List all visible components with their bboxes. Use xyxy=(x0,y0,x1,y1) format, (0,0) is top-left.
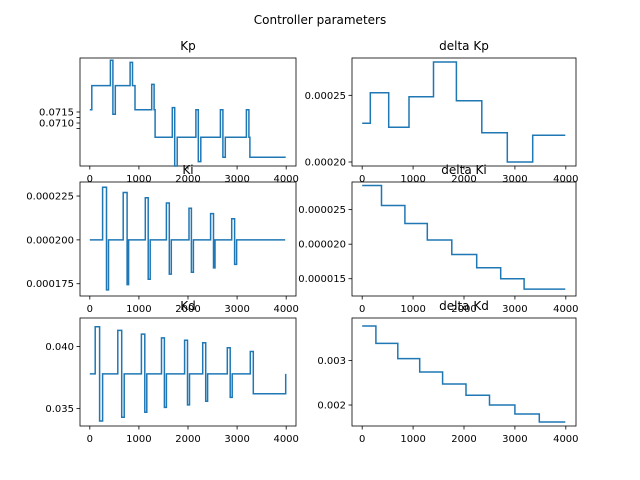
x-tick-label: 3000 xyxy=(502,174,527,185)
x-tick-label: 4000 xyxy=(273,434,298,445)
y-tick-label: 0.000025 xyxy=(298,205,346,216)
x-tick-label: 1000 xyxy=(400,174,425,185)
subplot-title-delta-kd: delta Kd xyxy=(439,299,489,313)
subplot-delta-ki: delta Ki 0 1000 2000 3000 4000 0.000015 0.00002… xyxy=(298,163,578,315)
x-tick-label: 1000 xyxy=(400,434,425,445)
subplot-delta-kd: delta Kd 0 1000 2000 3000 4000 0.002 0.003 xyxy=(317,299,578,445)
series-line-kd xyxy=(89,325,287,422)
x-tick-label: 4000 xyxy=(273,174,298,185)
y-tick-label: 0.003 xyxy=(317,356,346,367)
x-tick-label: 3000 xyxy=(502,434,527,445)
subplot-title-delta-ki: delta Ki xyxy=(441,163,486,177)
figure-title: Controller parameters xyxy=(254,13,386,27)
series-line-delta-ki xyxy=(362,184,566,290)
subplot-title-kp: Kp xyxy=(180,39,196,53)
series-line-delta-kd xyxy=(362,325,566,423)
y-tick-label: 0.035 xyxy=(45,404,74,415)
x-tick-label: 3000 xyxy=(224,174,249,185)
x-tick-label: 0 xyxy=(359,304,365,315)
axes-frame xyxy=(351,57,577,167)
x-tick-label: 0 xyxy=(87,304,93,315)
y-tick-label: 0.000175 xyxy=(26,279,74,290)
x-tick-label: 2000 xyxy=(175,434,200,445)
x-tick-label: 2000 xyxy=(451,304,476,315)
subplot-title-ki: Ki xyxy=(182,163,193,177)
subplot-title-delta-kp: delta Kp xyxy=(439,39,489,53)
x-tick-label: 0 xyxy=(359,434,365,445)
x-tick-label: 2000 xyxy=(451,174,476,185)
x-tick-label: 4000 xyxy=(553,304,578,315)
axes-frame xyxy=(79,181,297,297)
x-tick-label: 1000 xyxy=(126,434,151,445)
subplot-delta-kp: delta Kp 0 1000 2000 3000 4000 0.00020 0.00025 xyxy=(305,39,579,185)
x-tick-label: 1000 xyxy=(126,174,151,185)
x-tick-label: 4000 xyxy=(273,304,298,315)
y-tick-label: 0.000200 xyxy=(26,235,74,246)
axes-frame xyxy=(351,317,577,427)
x-tick-label: 1000 xyxy=(400,304,425,315)
x-tick-label: 3000 xyxy=(224,434,249,445)
x-tick-label: 0 xyxy=(87,174,93,185)
x-tick-label: 0 xyxy=(359,174,365,185)
x-tick-label: 1000 xyxy=(126,304,151,315)
y-tick-label: 0.040 xyxy=(45,342,74,353)
x-tick-label: 3000 xyxy=(502,304,527,315)
series-line-ki xyxy=(89,186,286,291)
y-tick-label: 0.002 xyxy=(317,401,346,412)
subplot-title-kd: Kd xyxy=(180,299,196,313)
x-tick-label: 0 xyxy=(87,434,93,445)
y-tick-label: 0.000020 xyxy=(298,240,346,251)
x-tick-label: 4000 xyxy=(553,174,578,185)
x-tick-label: 2000 xyxy=(175,304,200,315)
axes-frame xyxy=(351,181,577,297)
y-tick-label: 0.000225 xyxy=(26,192,74,203)
y-tick-label: 0.0715 xyxy=(39,108,74,119)
subplot-ki: Ki 0 1000 2000 3000 4000 0.000175 0.000200 0.000… xyxy=(26,163,299,315)
x-tick-label: 2000 xyxy=(175,174,200,185)
series-line-delta-kp xyxy=(362,61,566,163)
subplot-kd: Kd 0 1000 2000 3000 4000 0.035 0.040 xyxy=(45,299,299,445)
x-tick-label: 2000 xyxy=(451,434,476,445)
y-tick-label: 0.00020 xyxy=(305,158,346,169)
y-tick-label: 0.0710 xyxy=(39,119,74,130)
y-tick-label: 0.00025 xyxy=(305,91,346,102)
x-tick-label: 4000 xyxy=(553,434,578,445)
series-line-kp xyxy=(89,59,286,167)
x-tick-label: 3000 xyxy=(224,304,249,315)
y-tick-label: 0.000015 xyxy=(298,274,346,285)
